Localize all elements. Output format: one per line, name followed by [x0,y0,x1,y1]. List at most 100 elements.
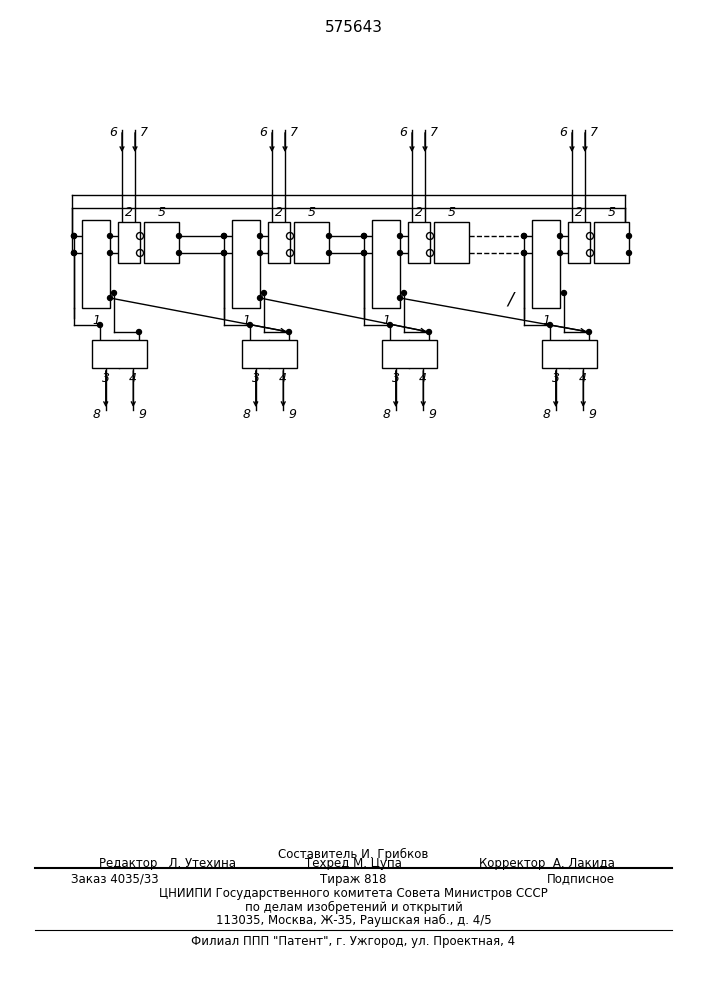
Text: 9: 9 [139,408,146,422]
Text: Филиал ППП "Патент", г. Ужгород, ул. Проектная, 4: Филиал ППП "Патент", г. Ужгород, ул. Про… [192,936,515,948]
Circle shape [112,290,117,296]
Circle shape [221,250,226,255]
Circle shape [71,250,76,255]
Text: 575643: 575643 [325,20,382,35]
Text: 4: 4 [129,371,137,384]
Circle shape [626,233,631,238]
Text: 6: 6 [259,126,267,139]
Circle shape [177,250,182,255]
Circle shape [361,250,366,255]
Text: 5: 5 [158,207,165,220]
Circle shape [547,322,552,328]
Text: Заказ 4035/33: Заказ 4035/33 [71,872,158,886]
Text: 1: 1 [92,314,100,326]
Text: 7: 7 [290,126,298,139]
Text: 6: 6 [399,126,407,139]
Bar [532,220,560,308]
Circle shape [327,250,332,255]
Circle shape [107,250,112,255]
Circle shape [361,250,366,255]
Circle shape [177,233,182,238]
Bar [242,340,297,368]
Circle shape [522,250,527,255]
Text: 8: 8 [93,408,101,422]
Text: 2: 2 [125,207,133,220]
Circle shape [71,233,76,238]
Circle shape [71,233,76,238]
Bar [82,220,110,308]
Text: Корректор  А. Лакида: Корректор А. Лакида [479,857,615,870]
Text: Тираж 818: Тираж 818 [320,872,387,886]
Circle shape [98,322,103,328]
Bar [408,222,430,263]
Circle shape [107,233,112,238]
Circle shape [558,233,563,238]
Text: 8: 8 [543,408,551,422]
Bar [568,222,590,263]
Circle shape [327,233,332,238]
Text: 1: 1 [382,314,390,326]
Text: 9: 9 [588,408,596,422]
Circle shape [387,322,392,328]
Text: 8: 8 [382,408,391,422]
Circle shape [626,250,631,255]
Circle shape [361,233,366,238]
Circle shape [257,233,262,238]
Circle shape [221,250,226,255]
Bar [294,222,329,263]
Text: 4: 4 [579,371,588,384]
Text: 9: 9 [428,408,436,422]
Text: Редактор   Л. Утехина: Редактор Л. Утехина [99,857,236,870]
Circle shape [247,322,252,328]
Text: 9: 9 [288,408,296,422]
Circle shape [262,290,267,296]
Bar [372,220,400,308]
Bar [542,340,597,368]
Text: 3: 3 [102,371,110,384]
Text: 113035, Москва, Ж-35, Раушская наб., д. 4/5: 113035, Москва, Ж-35, Раушская наб., д. … [216,913,491,927]
Circle shape [221,233,226,238]
Circle shape [107,296,112,300]
Circle shape [402,290,407,296]
Text: 3: 3 [392,371,399,384]
Text: 2: 2 [575,207,583,220]
Text: 3: 3 [252,371,259,384]
Bar [268,222,290,263]
Text: 4: 4 [279,371,287,384]
Text: 6: 6 [109,126,117,139]
Text: 2: 2 [275,207,283,220]
Circle shape [221,233,226,238]
Circle shape [397,250,402,255]
Circle shape [522,250,527,255]
Text: ЦНИИПИ Государственного комитета Совета Министров СССР: ЦНИИПИ Государственного комитета Совета … [159,888,548,900]
Circle shape [561,290,566,296]
Circle shape [522,233,527,238]
Text: 3: 3 [551,371,560,384]
Circle shape [558,250,563,255]
Circle shape [257,250,262,255]
Circle shape [71,250,76,255]
Text: 5: 5 [308,207,315,220]
Text: Техред М. Цупа: Техред М. Цупа [305,857,402,870]
Bar [594,222,629,263]
Bar [144,222,179,263]
Text: 8: 8 [243,408,251,422]
Bar [434,222,469,263]
Text: 7: 7 [430,126,438,139]
Bar [382,340,437,368]
Text: по делам изобретений и открытий: по делам изобретений и открытий [245,900,462,914]
Text: 7: 7 [590,126,598,139]
Circle shape [257,296,262,300]
Circle shape [361,233,366,238]
Text: 6: 6 [559,126,567,139]
Text: /: / [507,291,513,309]
Circle shape [426,330,431,334]
Circle shape [397,296,402,300]
Circle shape [397,233,402,238]
Circle shape [587,330,592,334]
Circle shape [136,330,141,334]
Text: 7: 7 [140,126,148,139]
Bar [118,222,140,263]
Text: Подписное: Подписное [547,872,615,886]
Text: 1: 1 [542,314,550,326]
